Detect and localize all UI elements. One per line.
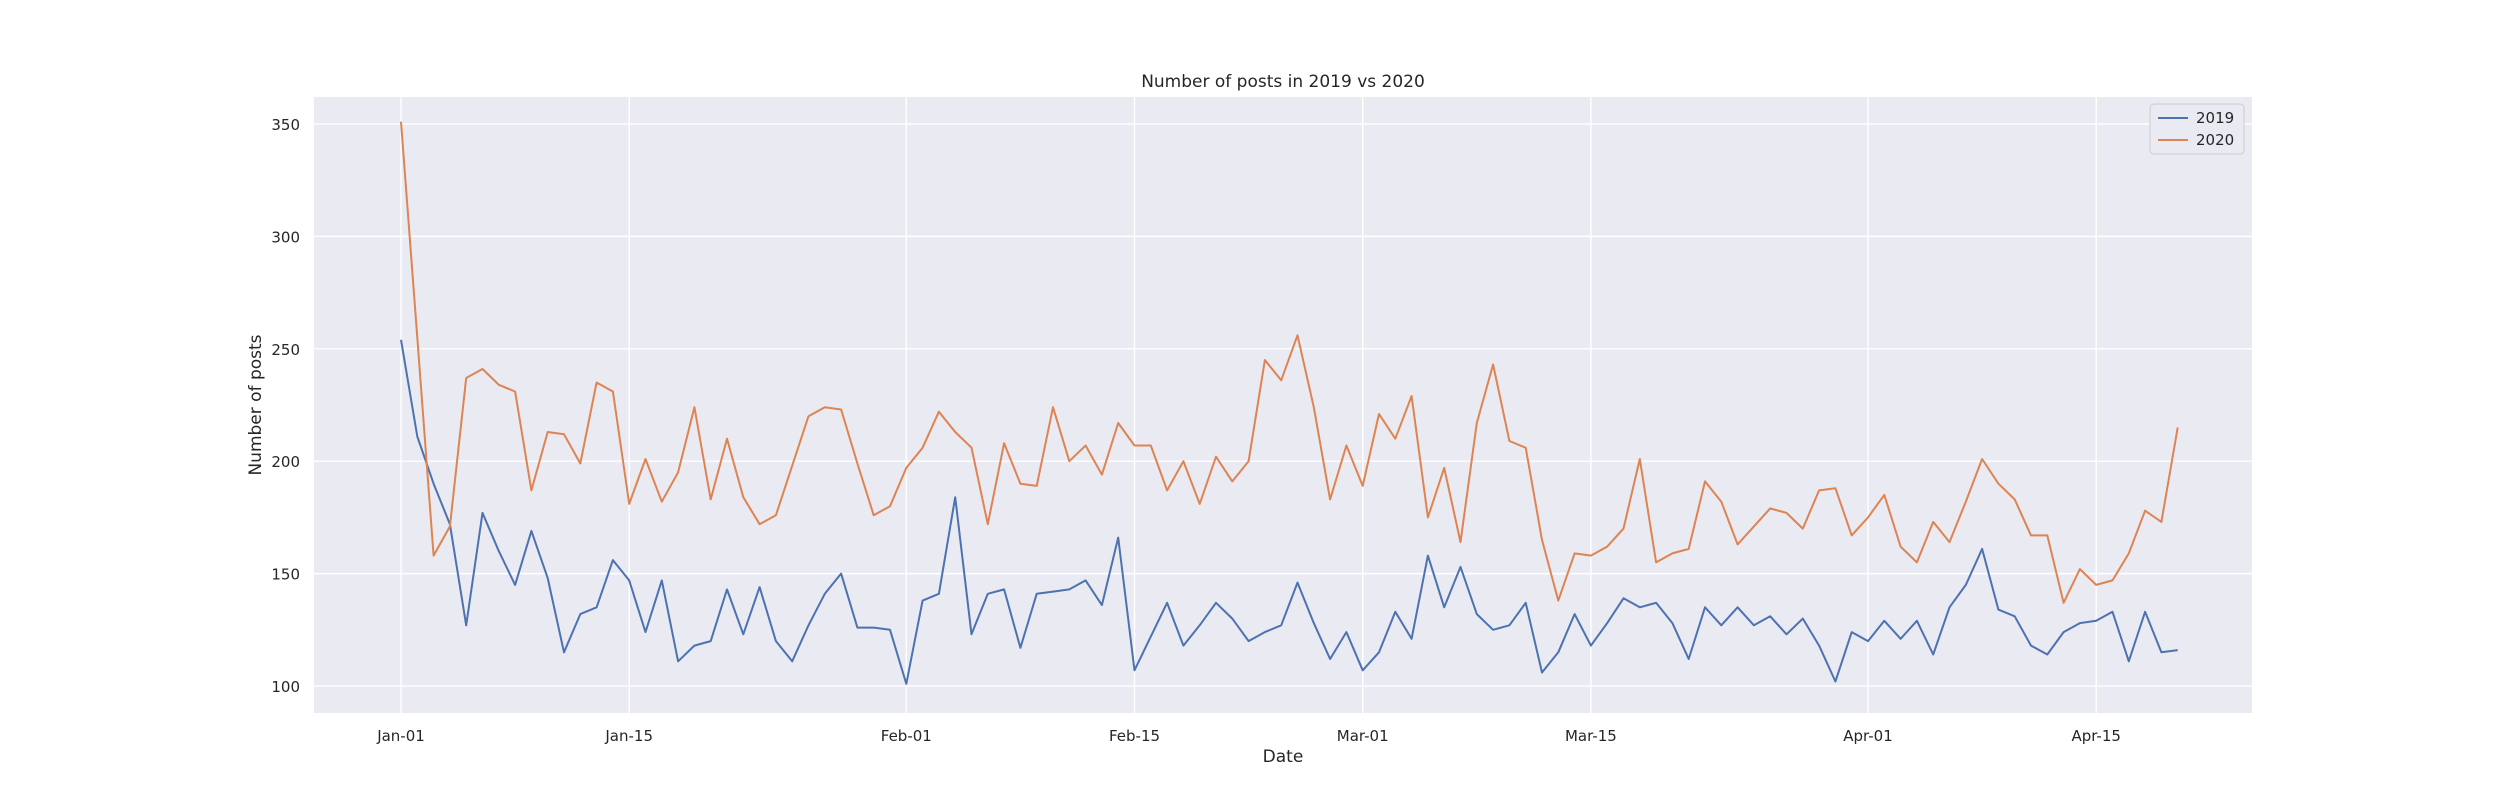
grid xyxy=(314,97,2252,713)
x-tick-label: Jan-15 xyxy=(604,727,653,745)
legend-label-2020: 2020 xyxy=(2196,131,2234,149)
series-line-2020 xyxy=(400,121,2179,604)
x-tick-label: Mar-01 xyxy=(1337,727,1389,745)
y-tick-label: 100 xyxy=(271,678,300,696)
x-tick-label: Apr-01 xyxy=(1843,727,1893,745)
x-tick-labels: Jan-01 Jan-15 Feb-01 Feb-15 Mar-01 Mar-15 Apr-… xyxy=(376,727,2121,745)
x-axis-label: Date xyxy=(1263,747,1304,767)
chart-title: Number of posts in 2019 vs 2020 xyxy=(1141,72,1425,92)
y-axis-label: Number of posts xyxy=(246,334,266,475)
series-lines xyxy=(400,121,2179,685)
x-tick-label: Feb-15 xyxy=(1109,727,1160,745)
legend: 2019 2020 xyxy=(2149,103,2245,155)
x-tick-label: Mar-15 xyxy=(1565,727,1617,745)
y-tick-labels: 100 150 200 250 300 350 xyxy=(271,116,300,696)
series-line-2019 xyxy=(400,339,2178,685)
legend-label-2019: 2019 xyxy=(2196,109,2234,127)
y-tick-label: 250 xyxy=(271,341,300,359)
x-tick-label: Jan-01 xyxy=(376,727,425,745)
y-tick-label: 150 xyxy=(271,566,300,584)
y-tick-label: 300 xyxy=(271,228,300,246)
plot-background xyxy=(314,97,2252,713)
x-tick-label: Apr-15 xyxy=(2071,727,2121,745)
x-tick-label: Feb-01 xyxy=(881,727,932,745)
y-tick-label: 200 xyxy=(271,453,300,471)
legend-box xyxy=(2149,103,2245,155)
y-tick-label: 350 xyxy=(271,116,300,134)
